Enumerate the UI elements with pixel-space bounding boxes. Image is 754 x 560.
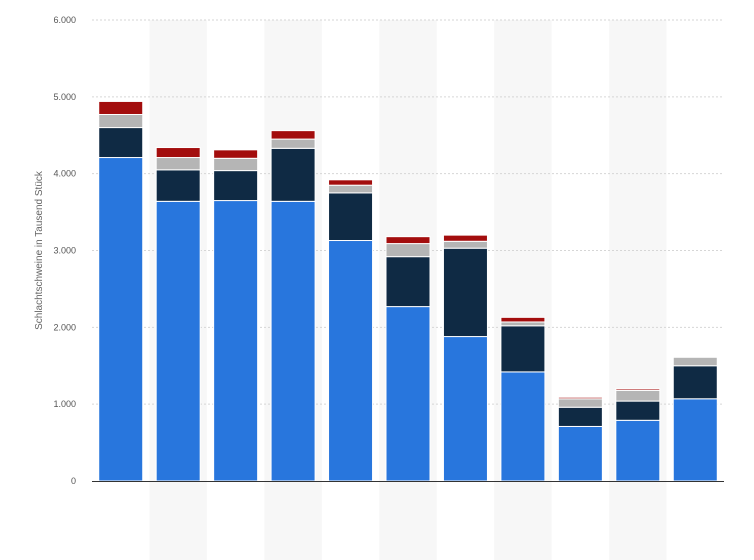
bar-segment-series-4 xyxy=(328,179,374,186)
bar-segment-series-4 xyxy=(385,236,431,245)
bar-segment-series-4 xyxy=(615,388,661,391)
bar-segment-series-3 xyxy=(672,356,718,367)
bar-segment-series-2 xyxy=(385,256,431,308)
bar-segment-series-4 xyxy=(213,149,259,159)
bar-segment-series-3 xyxy=(155,157,201,171)
bar-segment-series-3 xyxy=(557,398,603,408)
y-tick-label: 4.000 xyxy=(53,169,76,179)
bar-segment-series-2 xyxy=(270,147,316,202)
bar-segment-series-3 xyxy=(270,138,316,149)
y-tick-label: 3.000 xyxy=(53,246,76,256)
bar-segment-series-1 xyxy=(442,336,488,482)
bar-segment-series-3 xyxy=(442,240,488,249)
y-tick-label: 6.000 xyxy=(53,15,76,25)
y-axis-title: Schlachtschweine in Tausend Stück xyxy=(34,170,45,330)
bar-segment-series-2 xyxy=(500,325,546,373)
bar-segment-series-2 xyxy=(557,406,603,427)
bar-segment-series-1 xyxy=(213,200,259,482)
bar-segment-series-3 xyxy=(98,114,144,129)
bar-segment-series-2 xyxy=(213,170,259,202)
bar-segment-series-3 xyxy=(328,184,374,194)
bars xyxy=(98,100,718,482)
y-tick-label: 1.000 xyxy=(53,399,76,409)
bar-segment-series-4 xyxy=(270,130,316,140)
bar-segment-series-1 xyxy=(615,419,661,482)
bar-segment-series-4 xyxy=(500,316,546,323)
bar-segment-series-1 xyxy=(500,371,546,482)
y-tick-label: 0 xyxy=(71,476,76,486)
bar-segment-series-2 xyxy=(98,127,144,159)
bar-segment-series-3 xyxy=(615,389,661,402)
bar-segment-series-4 xyxy=(442,234,488,242)
bar-segment-series-3 xyxy=(385,243,431,258)
bar-segment-series-1 xyxy=(328,240,374,482)
bar-segment-series-1 xyxy=(98,157,144,482)
bar-segment-series-1 xyxy=(672,398,718,482)
bar-segment-series-4 xyxy=(155,147,201,159)
bar-segment-series-2 xyxy=(615,400,661,421)
y-axis-ticks: 0 1.000 2.000 3.000 4.000 5.000 6.000 xyxy=(53,15,76,486)
y-tick-label: 2.000 xyxy=(53,322,76,332)
bar-segment-series-2 xyxy=(672,365,718,400)
bar-segment-series-2 xyxy=(442,247,488,338)
bar-segment-series-1 xyxy=(270,200,316,482)
y-tick-label: 5.000 xyxy=(53,92,76,102)
bar-segment-series-4 xyxy=(557,396,603,400)
bar-segment-series-4 xyxy=(98,100,144,116)
bar-segment-series-2 xyxy=(328,192,374,242)
bar-segment-series-1 xyxy=(385,306,431,482)
bar-segment-series-1 xyxy=(557,425,603,482)
bar-segment-series-3 xyxy=(213,157,259,172)
bar-segment-series-1 xyxy=(155,200,201,482)
bar-segment-series-2 xyxy=(155,169,201,202)
bar-segment-series-3 xyxy=(500,321,546,327)
